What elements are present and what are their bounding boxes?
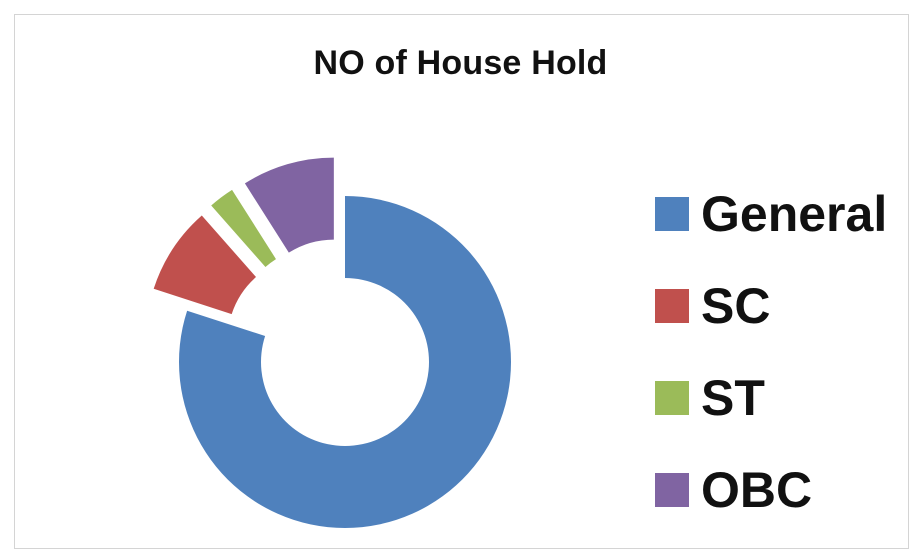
legend-swatch	[655, 381, 689, 415]
chart-legend: General SC ST OBC	[655, 168, 887, 536]
donut-slice-st	[211, 189, 276, 268]
legend-item-general: General	[655, 168, 887, 260]
legend-swatch	[655, 197, 689, 231]
legend-swatch	[655, 289, 689, 323]
legend-label: ST	[701, 370, 765, 426]
legend-item-st: ST	[655, 352, 887, 444]
legend-label: General	[701, 186, 888, 242]
donut-slice-sc	[153, 215, 257, 315]
legend-item-sc: SC	[655, 260, 887, 352]
legend-label: SC	[701, 278, 771, 334]
donut-slice-general	[179, 196, 512, 528]
legend-swatch	[655, 473, 689, 507]
chart-title: NO of House Hold	[313, 44, 608, 82]
donut-slice-obc	[244, 157, 334, 253]
legend-label: OBC	[701, 462, 813, 518]
legend-item-obc: OBC	[655, 444, 887, 536]
